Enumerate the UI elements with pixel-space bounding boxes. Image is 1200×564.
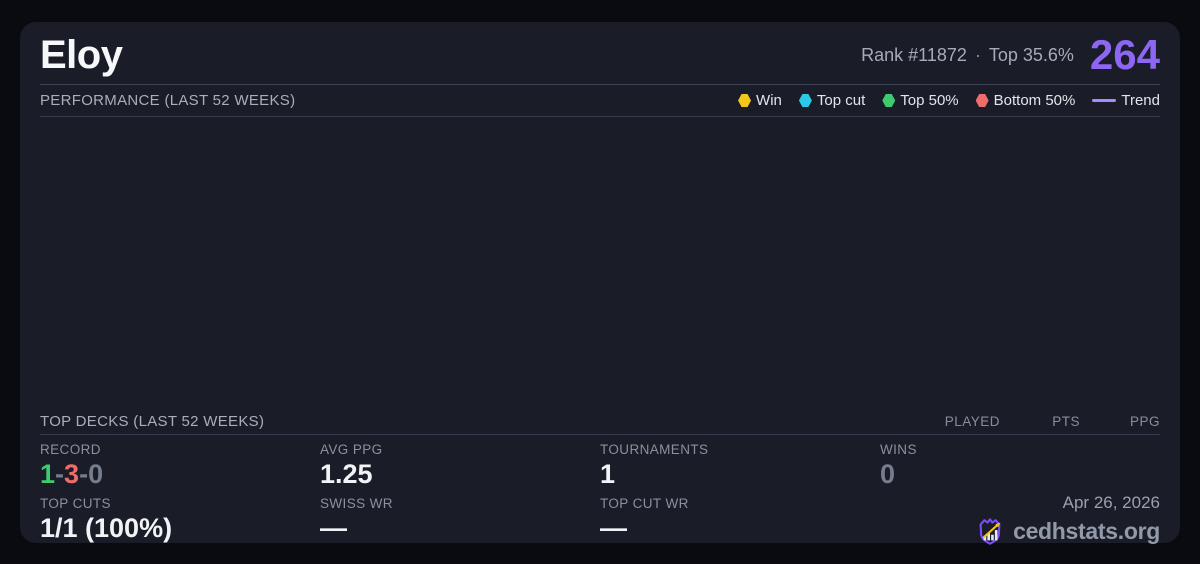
legend-label: Win xyxy=(756,92,782,109)
top-decks-section-header: TOP DECKS (LAST 52 WEEKS) PLAYED PTS PPG xyxy=(40,408,1160,435)
column-header-pts: PTS xyxy=(1052,413,1080,429)
date-text: Apr 26, 2026 xyxy=(1062,493,1160,512)
win-hex-marker-icon xyxy=(738,94,752,107)
avg-ppg-value: 1.25 xyxy=(320,459,373,489)
legend-item-win: Win xyxy=(738,92,782,109)
rank-separator: · xyxy=(974,44,981,65)
rank-number: Rank #11872 xyxy=(861,44,967,65)
rank-score-group: Rank #11872 · Top 35.6% 264 xyxy=(861,34,1160,76)
trend-line-marker-icon xyxy=(1092,99,1117,102)
page-title: Eloy xyxy=(40,32,123,77)
tournaments-value: 1 xyxy=(600,459,616,489)
stat-label: TOP CUTS xyxy=(40,496,111,511)
record-wins: 1 xyxy=(40,459,56,489)
player-score: 264 xyxy=(1089,31,1160,78)
stat-top-cut-wr: TOP CUT WR — xyxy=(600,496,880,546)
stat-top-cuts: TOP CUTS 1/1 (100%) xyxy=(40,496,320,546)
legend-label: Top 50% xyxy=(900,92,959,109)
record-draws: 0 xyxy=(88,459,104,489)
performance-chart-area xyxy=(40,117,1160,408)
stat-tournaments: TOURNAMENTS 1 xyxy=(600,442,880,494)
legend-item-bottom50: Bottom 50% xyxy=(975,92,1076,109)
top-percent: Top 35.6% xyxy=(988,44,1074,65)
stats-grid: RECORD 1-3-0 AVG PPG 1.25 TOURNAMENTS 1 … xyxy=(40,435,1160,546)
stat-label: AVG PPG xyxy=(320,442,383,457)
top-cut-wr-value: — xyxy=(600,513,627,543)
stat-label: WINS xyxy=(880,442,917,457)
top-decks-column-headers: PLAYED PTS PPG xyxy=(920,414,1160,429)
top50-hex-marker-icon xyxy=(882,94,896,107)
top-decks-section-label: TOP DECKS (LAST 52 WEEKS) xyxy=(40,412,265,430)
stat-label: TOP CUT WR xyxy=(600,496,689,511)
chart-legend: Win Top cut Top 50% Bottom 50% Trend xyxy=(738,92,1160,109)
cedhstats-logo-icon xyxy=(979,518,1001,545)
rank-text: Rank #11872 · Top 35.6% xyxy=(861,45,1074,66)
player-stats-card: Eloy Rank #11872 · Top 35.6% 264 PERFORMAN… xyxy=(20,22,1180,546)
legend-item-top-cut: Top cut xyxy=(798,92,866,109)
swiss-wr-value: — xyxy=(320,513,347,543)
stat-label: SWISS WR xyxy=(320,496,393,511)
stat-avg-ppg: AVG PPG 1.25 xyxy=(320,442,600,494)
stat-record: RECORD 1-3-0 xyxy=(40,442,320,494)
card-footer: Apr 26, 2026 cedhstats.org xyxy=(880,493,1160,546)
stat-label: RECORD xyxy=(40,442,101,457)
wins-value: 0 xyxy=(880,459,896,489)
legend-item-top50: Top 50% xyxy=(882,92,959,109)
record-value: 1-3-0 xyxy=(40,459,104,489)
legend-item-trend: Trend xyxy=(1092,92,1160,109)
card-header: Eloy Rank #11872 · Top 35.6% 264 xyxy=(40,22,1160,85)
legend-label: Top cut xyxy=(816,92,866,109)
legend-label: Bottom 50% xyxy=(993,92,1076,109)
brand-text: cedhstats.org xyxy=(1013,517,1160,544)
stat-label: TOURNAMENTS xyxy=(600,442,709,457)
record-losses: 3 xyxy=(64,459,80,489)
brand-link[interactable]: cedhstats.org xyxy=(975,516,1160,546)
top-cuts-value: 1/1 (100%) xyxy=(40,513,173,543)
column-header-ppg: PPG xyxy=(1129,413,1160,429)
stat-wins: WINS 0 xyxy=(880,442,1160,494)
bottom50-hex-marker-icon xyxy=(975,94,989,107)
performance-section-header: PERFORMANCE (LAST 52 WEEKS) Win Top cut … xyxy=(40,85,1160,117)
topcut-hex-marker-icon xyxy=(798,94,812,107)
performance-section-label: PERFORMANCE (LAST 52 WEEKS) xyxy=(40,92,296,109)
stat-swiss-wr: SWISS WR — xyxy=(320,496,600,546)
legend-label: Trend xyxy=(1121,92,1160,109)
column-header-played: PLAYED xyxy=(944,413,1000,429)
